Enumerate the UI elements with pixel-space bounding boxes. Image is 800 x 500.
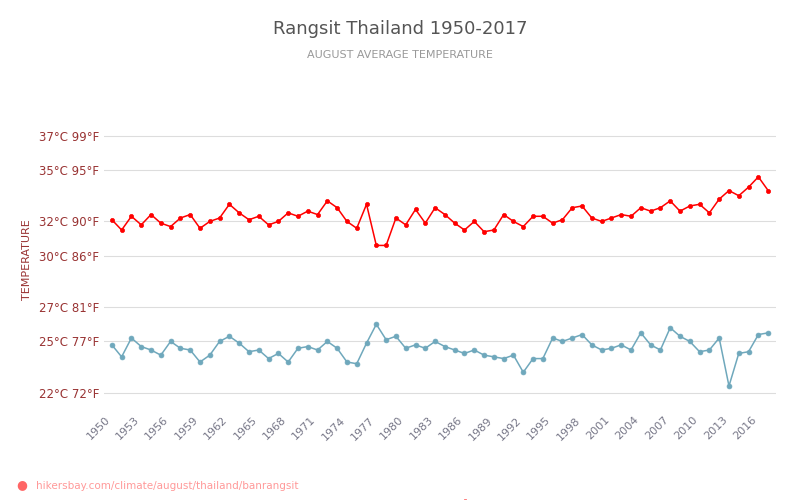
Text: Rangsit Thailand 1950-2017: Rangsit Thailand 1950-2017 bbox=[273, 20, 527, 38]
Text: hikersbay.com/climate/august/thailand/banrangsit: hikersbay.com/climate/august/thailand/ba… bbox=[36, 481, 298, 491]
Text: ●: ● bbox=[16, 478, 27, 491]
Text: AUGUST AVERAGE TEMPERATURE: AUGUST AVERAGE TEMPERATURE bbox=[307, 50, 493, 60]
Legend: NIGHT, DAY: NIGHT, DAY bbox=[370, 495, 510, 500]
Y-axis label: TEMPERATURE: TEMPERATURE bbox=[22, 220, 32, 300]
